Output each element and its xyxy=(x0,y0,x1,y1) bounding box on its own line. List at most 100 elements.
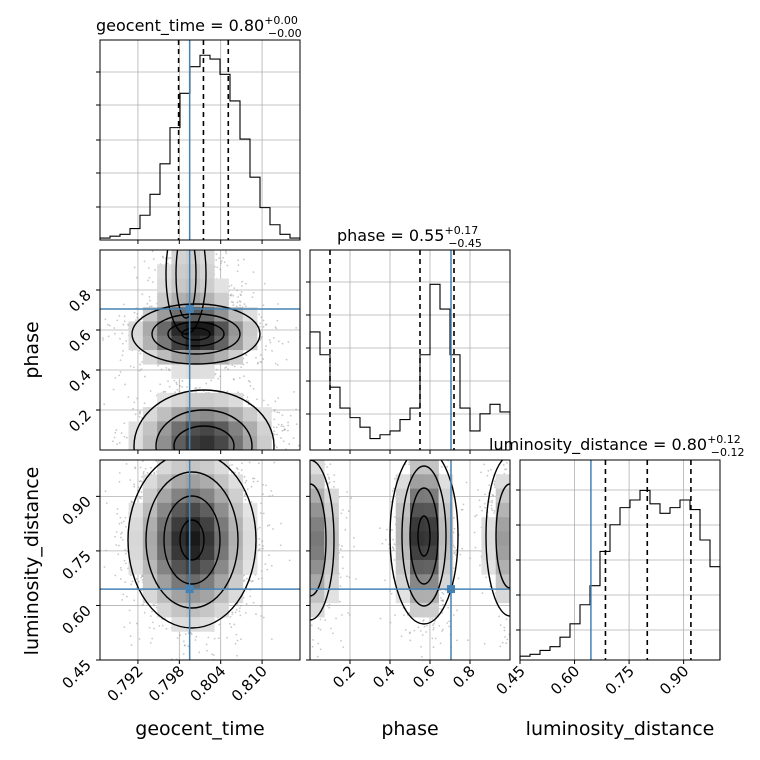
density-bm-cell xyxy=(424,588,439,604)
scatter-bm-sample xyxy=(390,592,393,595)
density-bl-cell xyxy=(214,588,229,604)
scatter-bm-sample xyxy=(432,627,435,629)
density-bm-cell xyxy=(310,602,325,618)
density-bl-cell xyxy=(171,574,187,589)
density-mid-cell xyxy=(185,264,201,279)
scatter-bm-sample xyxy=(431,637,434,640)
scatter-bm-sample xyxy=(492,494,495,497)
scatter-bl-sample xyxy=(248,461,251,464)
scatter-bl-sample xyxy=(141,460,144,463)
scatter-mid-sample xyxy=(149,390,152,392)
scatter-bl-sample xyxy=(104,490,107,493)
scatter-bm-sample xyxy=(409,639,412,642)
density-mid-cell xyxy=(157,407,172,422)
contour-mid-top xyxy=(175,250,197,319)
scatter-mid-sample xyxy=(232,294,235,297)
scatter-bl-sample xyxy=(129,621,131,624)
contour-bm-left xyxy=(310,483,327,597)
density-bm-cell xyxy=(410,474,425,489)
scatter-mid-sample xyxy=(249,385,252,387)
scatter-bl-sample xyxy=(135,622,138,625)
density-bl-cell xyxy=(214,602,229,618)
density-mid-cell xyxy=(157,350,172,365)
scatter-bl-sample xyxy=(230,626,233,628)
scatter-mid-sample xyxy=(167,257,170,260)
density-bl-cell xyxy=(185,517,201,532)
scatter-bm-sample xyxy=(393,559,396,561)
density-bl-cell xyxy=(242,531,258,547)
contour-mid-lower xyxy=(173,425,235,450)
scatter-bl-sample xyxy=(138,638,141,640)
scatter-mid-sample xyxy=(235,305,238,308)
scatter-mid-sample xyxy=(186,386,188,388)
contour-bm-right xyxy=(485,460,510,617)
scatter-mid-sample xyxy=(237,264,240,267)
scatter-bl-sample xyxy=(260,615,263,617)
tick-label-phase-x: 0.8 xyxy=(449,662,479,692)
contour-bm xyxy=(409,487,439,585)
scatter-bm-sample xyxy=(456,609,459,612)
scatter-bl-sample xyxy=(129,479,132,481)
scatter-mid-sample xyxy=(215,368,218,371)
scatter-bl-sample xyxy=(149,466,152,469)
scatter-bm-sample xyxy=(477,488,479,491)
scatter-mid-sample xyxy=(133,366,135,369)
scatter-mid-sample xyxy=(275,446,278,449)
density-bm-cell xyxy=(410,560,425,575)
scatter-mid-sample xyxy=(112,440,114,443)
scatter-mid-sample xyxy=(149,299,151,302)
scatter-bl-sample xyxy=(262,547,264,550)
scatter-mid-sample xyxy=(135,276,138,279)
contour-bl xyxy=(163,495,221,585)
density-bl-cell xyxy=(200,545,215,561)
density-bl-cell xyxy=(128,545,144,561)
scatter-mid-sample xyxy=(277,340,280,343)
density-mid-cell xyxy=(128,335,144,351)
scatter-bl-sample xyxy=(271,494,274,497)
scatter-mid-sample xyxy=(116,443,119,446)
scatter-bm-sample xyxy=(505,461,508,464)
scatter-bm-sample xyxy=(341,556,344,558)
scatter-mid-sample xyxy=(139,352,142,355)
scatter-bm-sample xyxy=(502,464,505,466)
scatter-mid-sample xyxy=(288,443,291,445)
scatter-bm-sample xyxy=(498,615,500,618)
scatter-mid-sample xyxy=(230,300,233,303)
scatter-bl-sample xyxy=(155,470,158,473)
tick-label-lumdist-x: 0.60 xyxy=(547,662,583,698)
scatter-mid-sample xyxy=(136,316,139,319)
density-bm-cell xyxy=(424,460,439,475)
scatter-mid-sample xyxy=(271,349,273,352)
scatter-bl-sample xyxy=(259,512,262,514)
scatter-bm-sample xyxy=(434,637,437,640)
density-bm-cell xyxy=(495,588,510,604)
density-bl-cell xyxy=(157,502,172,518)
density-bl-cell xyxy=(228,531,244,547)
scatter-bl-sample xyxy=(148,626,151,629)
scatter-bl-sample xyxy=(143,611,146,614)
density-bm-cell xyxy=(410,588,425,604)
scatter-bl-sample xyxy=(244,481,247,484)
scatter-bl-sample xyxy=(119,516,122,519)
scatter-mid-sample xyxy=(120,432,123,434)
scatter-mid-sample xyxy=(123,320,126,323)
scatter-mid-sample xyxy=(286,429,289,432)
scatter-bm-sample xyxy=(335,617,337,620)
scatter-bl-sample xyxy=(155,460,158,462)
scatter-bm-sample xyxy=(391,529,394,531)
density-bm-cell xyxy=(410,488,425,504)
scatter-bl-sample xyxy=(130,500,133,503)
scatter-mid-sample xyxy=(148,295,151,298)
scatter-bm-sample xyxy=(493,484,496,487)
scatter-mid-sample xyxy=(287,424,289,427)
density-mid-cell xyxy=(228,321,244,337)
scatter-mid-sample xyxy=(297,444,300,447)
scatter-bl-sample xyxy=(236,639,239,642)
panel-luminosity-distance xyxy=(519,459,721,661)
scatter-bl-sample xyxy=(122,593,125,596)
scatter-bm-sample xyxy=(431,617,434,620)
density-bl-cell xyxy=(157,574,172,589)
scatter-bm-sample xyxy=(379,617,382,620)
scatter-mid-sample xyxy=(282,425,285,428)
scatter-mid-sample xyxy=(121,332,124,335)
